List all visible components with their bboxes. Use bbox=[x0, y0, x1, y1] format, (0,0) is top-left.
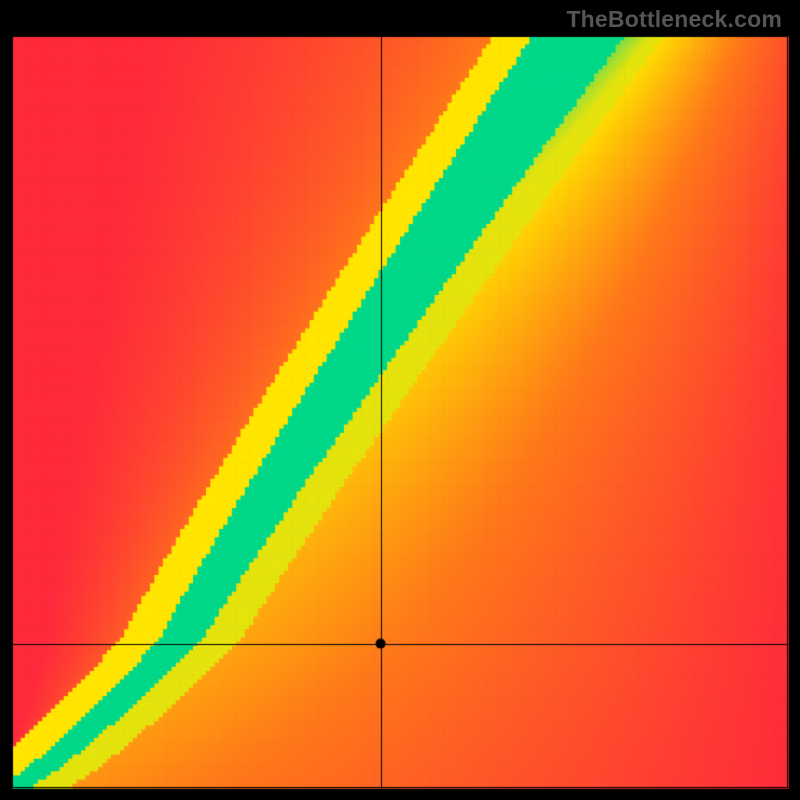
watermark-text: TheBottleneck.com bbox=[566, 6, 782, 33]
chart-container: TheBottleneck.com bbox=[0, 0, 800, 800]
bottleneck-heatmap-canvas bbox=[0, 0, 800, 800]
